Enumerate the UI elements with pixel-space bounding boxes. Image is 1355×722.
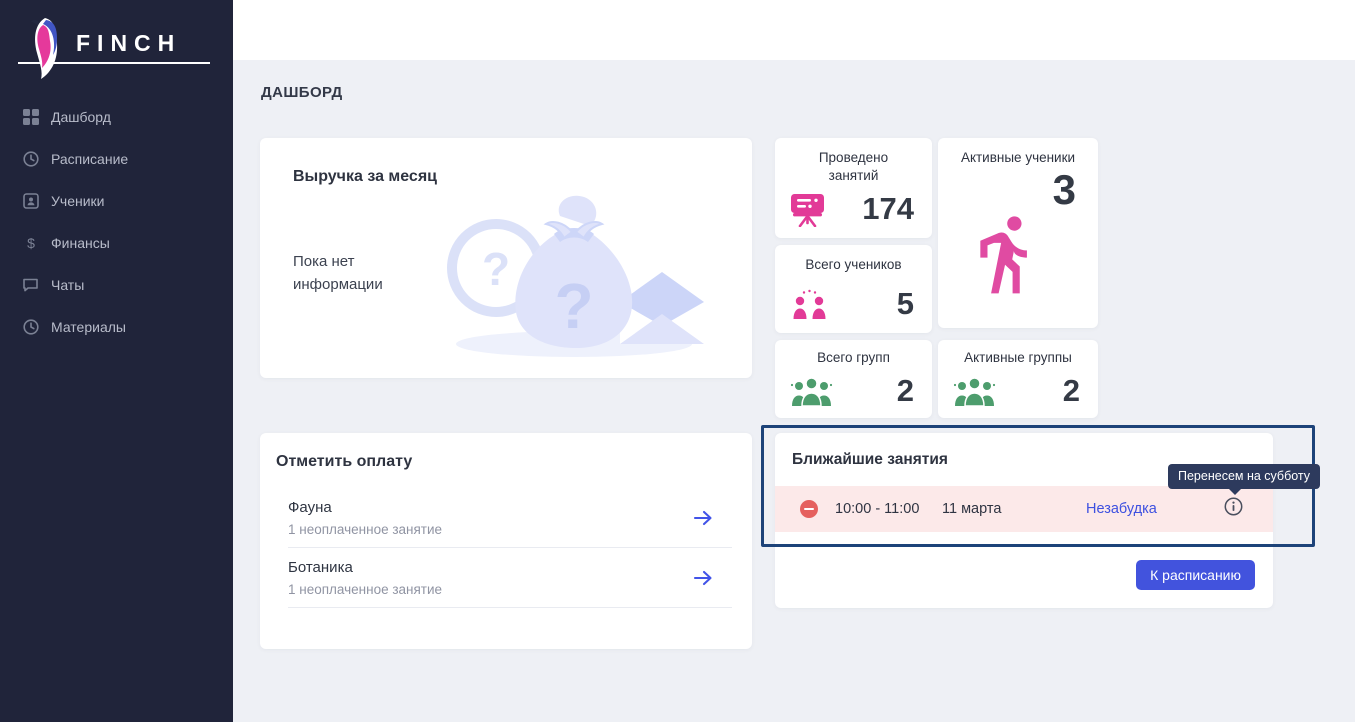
chat-bubble-icon [22, 277, 39, 294]
arrow-right-icon[interactable] [692, 569, 714, 587]
unpaid-note: 1 неоплаченное занятие [288, 582, 443, 597]
stat-card-total-groups: Всего групп 2 [775, 340, 932, 418]
payment-group-row[interactable]: Ботаника 1 неоплаченное занятие [288, 555, 732, 609]
sidebar-item-students[interactable]: Ученики [0, 180, 233, 222]
sidebar-item-label: Дашборд [51, 109, 111, 125]
revenue-card: Выручка за месяц Пока нет информации ? ? [260, 138, 752, 378]
reschedule-tooltip: Перенесем на субботу [1168, 464, 1321, 495]
top-bar [233, 0, 1355, 60]
sidebar-item-materials[interactable]: Материалы [0, 306, 233, 348]
arrow-right-icon[interactable] [692, 509, 714, 527]
stat-label: Всего учеников [805, 257, 902, 272]
logo: FINCH [0, 0, 233, 92]
group-name: Фауна [288, 499, 332, 516]
money-bag-illustration-icon: ? ? [447, 195, 704, 357]
stat-value: 2 [896, 373, 914, 408]
student-card-icon [22, 193, 39, 210]
sidebar-item-label: Расписание [51, 151, 129, 167]
sidebar-item-label: Чаты [51, 277, 85, 293]
finch-bird-icon [31, 18, 58, 79]
divider [288, 607, 732, 608]
people-group-icon [790, 377, 833, 406]
minus-circle-icon [800, 500, 818, 518]
svg-text:?: ? [554, 270, 593, 342]
sidebar-nav: Дашборд Расписание Ученики $ Финансы [0, 96, 233, 348]
two-students-icon [793, 289, 826, 319]
unpaid-note: 1 неоплаченное занятие [288, 522, 443, 537]
stat-value: 2 [1062, 373, 1080, 408]
lesson-row[interactable]: 10:00 - 11:00 11 марта Незабудка [775, 486, 1273, 532]
sidebar: FINCH Дашборд Расписание Ученики [0, 0, 233, 722]
dollar-icon: $ [22, 235, 39, 252]
payment-group-row[interactable]: Фауна 1 неоплаченное занятие [288, 495, 732, 549]
stat-value: 174 [862, 191, 914, 226]
lesson-date: 11 марта [942, 501, 1002, 517]
sidebar-item-label: Ученики [51, 193, 105, 209]
walking-person-icon [980, 216, 1027, 294]
stat-card-total-students: Всего учеников 5 [775, 245, 932, 333]
revenue-card-title: Выручка за месяц [293, 168, 437, 185]
stat-label: Всего групп [817, 350, 890, 365]
stat-card-active-groups: Активные группы 2 [938, 340, 1098, 418]
people-group-icon [953, 377, 996, 406]
sidebar-item-label: Финансы [51, 235, 110, 251]
stat-value: 5 [896, 286, 914, 321]
upcoming-lessons-card: Ближайшие занятия 10:00 - 11:00 11 марта… [775, 433, 1273, 608]
to-schedule-button[interactable]: К расписанию [1136, 560, 1255, 590]
lesson-time: 10:00 - 11:00 [835, 501, 920, 517]
info-circle-icon[interactable] [1224, 497, 1243, 516]
group-name: Ботаника [288, 559, 353, 576]
svg-text:$: $ [27, 235, 35, 251]
sidebar-item-schedule[interactable]: Расписание [0, 138, 233, 180]
page-title: ДАШБОРД [261, 84, 343, 101]
revenue-empty-text: Пока нет информации [293, 253, 383, 293]
upcoming-lessons-title: Ближайшие занятия [792, 451, 948, 468]
sidebar-item-finance[interactable]: $ Финансы [0, 222, 233, 264]
stat-label: Проведено занятий [818, 150, 889, 183]
clock-icon [22, 151, 39, 168]
clock-icon [22, 319, 39, 336]
stat-label: Активные ученики [960, 150, 1076, 165]
sidebar-item-label: Материалы [51, 319, 126, 335]
dashboard-grid-icon [22, 109, 39, 126]
stat-card-active-students: Активные ученики 3 [938, 138, 1098, 328]
logo-underline [18, 62, 210, 64]
stat-value: 3 [1052, 166, 1076, 213]
stat-label: Активные группы [964, 350, 1072, 365]
sidebar-item-chats[interactable]: Чаты [0, 264, 233, 306]
logo-text: FINCH [76, 30, 182, 56]
stat-card-lessons-held: Проведено занятий 174 [775, 138, 932, 238]
presentation-board-icon [791, 193, 824, 227]
divider [288, 547, 732, 548]
svg-text:?: ? [482, 243, 510, 295]
lesson-group-link[interactable]: Незабудка [1086, 501, 1157, 517]
mark-payment-title: Отметить оплату [276, 453, 413, 470]
sidebar-item-dashboard[interactable]: Дашборд [0, 96, 233, 138]
mark-payment-card: Отметить оплату Фауна 1 неоплаченное зан… [260, 433, 752, 649]
